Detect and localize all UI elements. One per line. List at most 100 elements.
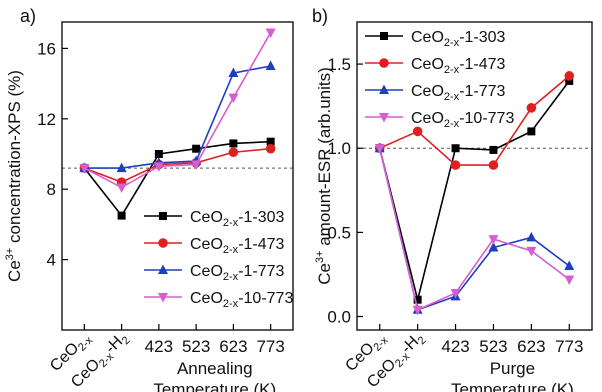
legend-marker <box>379 58 389 68</box>
data-point <box>265 28 276 39</box>
y-axis-title: Ce3+ amount-ESR (arb.units) <box>314 67 334 285</box>
y-tick-label: 4 <box>47 251 56 270</box>
data-point <box>374 144 385 154</box>
x-tick-label: 773 <box>555 337 583 356</box>
data-point <box>265 143 276 154</box>
data-point <box>228 93 239 104</box>
data-point <box>450 160 461 170</box>
legend-label: CeO2-x-10-773 <box>190 290 293 310</box>
series-1-473 <box>374 71 575 170</box>
x-tick-label: 523 <box>479 337 507 356</box>
legend: CeO2-x-1-303 CeO2-x-1-473 CeO2-x-1-773 CeO2… <box>144 209 293 310</box>
x-axis-title: Purge <box>490 359 535 378</box>
series-line <box>378 148 570 311</box>
data-point <box>228 147 239 158</box>
x-tick-label: 523 <box>182 337 210 356</box>
legend-entry: CeO2-x-1-773 <box>144 263 285 283</box>
x-tick-label: CeO2-x-H2 <box>68 329 132 392</box>
data-point <box>191 160 202 171</box>
data-point <box>79 164 90 174</box>
series-1-303 <box>80 137 275 220</box>
series-10-773 <box>374 144 575 316</box>
panel-label: a) <box>20 6 36 26</box>
series-line <box>83 140 271 218</box>
legend-marker <box>158 264 168 274</box>
data-point <box>565 76 574 85</box>
data-point <box>488 160 499 170</box>
data-point <box>413 295 422 304</box>
x-tick-label: CeO2-x-H2 <box>364 329 428 392</box>
data-point <box>266 137 275 146</box>
data-point <box>489 145 498 154</box>
data-point <box>526 246 537 257</box>
legend-label: CeO2-x-1-773 <box>190 263 285 283</box>
y-tick-label: 0.0 <box>327 308 351 327</box>
series-line <box>84 147 271 184</box>
legend-label: CeO2-x-1-303 <box>190 209 285 229</box>
y-axis-title: Ce3+ concentration-XPS (%) <box>4 70 24 282</box>
series-1-773 <box>374 142 575 314</box>
legend-label: CeO2-x-1-473 <box>411 56 506 76</box>
y-tick-label: 1.5 <box>327 55 351 74</box>
y-tick-label: 12 <box>37 110 56 129</box>
x-tick-label: 423 <box>441 337 469 356</box>
data-point <box>228 67 239 78</box>
legend-marker <box>379 113 389 123</box>
legend-entry: CeO2-x-1-473 <box>365 56 506 76</box>
data-point <box>265 60 276 70</box>
data-point <box>412 126 423 137</box>
legend-marker <box>158 293 168 303</box>
y-tick-label: 1.0 <box>327 139 351 158</box>
legend-entry: CeO2-x-1-303 <box>365 29 506 49</box>
data-point <box>564 71 575 81</box>
data-point <box>527 127 536 136</box>
y-tick-label: 8 <box>47 180 56 199</box>
data-point <box>116 183 127 193</box>
x-tick-label: 773 <box>256 337 284 356</box>
data-point <box>564 275 575 286</box>
legend-entry: CeO2-x-10-773 <box>365 110 514 130</box>
data-point <box>451 144 460 153</box>
legend-marker <box>159 212 167 220</box>
data-point <box>154 150 163 158</box>
data-point <box>526 103 537 113</box>
legend-marker <box>158 238 168 248</box>
legend-label: CeO2-x-1-303 <box>411 29 506 49</box>
legend-marker <box>380 32 388 40</box>
legend-entry: CeO2-x-10-773 <box>144 290 293 310</box>
legend-entry: CeO2-x-1-773 <box>365 83 506 103</box>
legend-label: CeO2-x-10-773 <box>411 110 514 130</box>
data-point <box>450 288 461 299</box>
data-point <box>117 211 126 220</box>
legend-entry: CeO2-x-1-303 <box>144 209 285 229</box>
data-point <box>488 235 499 245</box>
data-point <box>192 144 201 153</box>
legend-marker <box>379 84 389 94</box>
series-line <box>379 75 570 166</box>
legend-entry: CeO2-x-1-473 <box>144 236 285 256</box>
legend: CeO2-x-1-303 CeO2-x-1-473 CeO2-x-1-773 CeO2… <box>365 29 514 130</box>
data-point <box>564 260 575 271</box>
data-point <box>412 305 423 316</box>
y-tick-label: 16 <box>37 39 56 58</box>
series-1-773 <box>79 60 276 173</box>
series-line <box>84 65 271 169</box>
plot-frame <box>356 21 593 331</box>
x-tick-label: 423 <box>145 337 173 356</box>
data-point <box>488 242 499 252</box>
x-axis-title: Temperature (K) <box>451 380 574 392</box>
series-line <box>378 148 570 311</box>
x-axis-title: Temperature (K) <box>153 380 276 392</box>
legend-label: CeO2-x-1-473 <box>190 236 285 256</box>
x-tick-label: 623 <box>219 337 247 356</box>
panel-label: b) <box>312 6 328 26</box>
data-point <box>116 162 127 173</box>
data-point <box>526 231 537 242</box>
y-tick-label: 0.5 <box>327 223 351 242</box>
legend-label: CeO2-x-1-773 <box>411 83 506 103</box>
x-axis-title: Annealing <box>177 359 253 378</box>
data-point <box>229 139 238 148</box>
x-tick-label: 623 <box>517 337 545 356</box>
